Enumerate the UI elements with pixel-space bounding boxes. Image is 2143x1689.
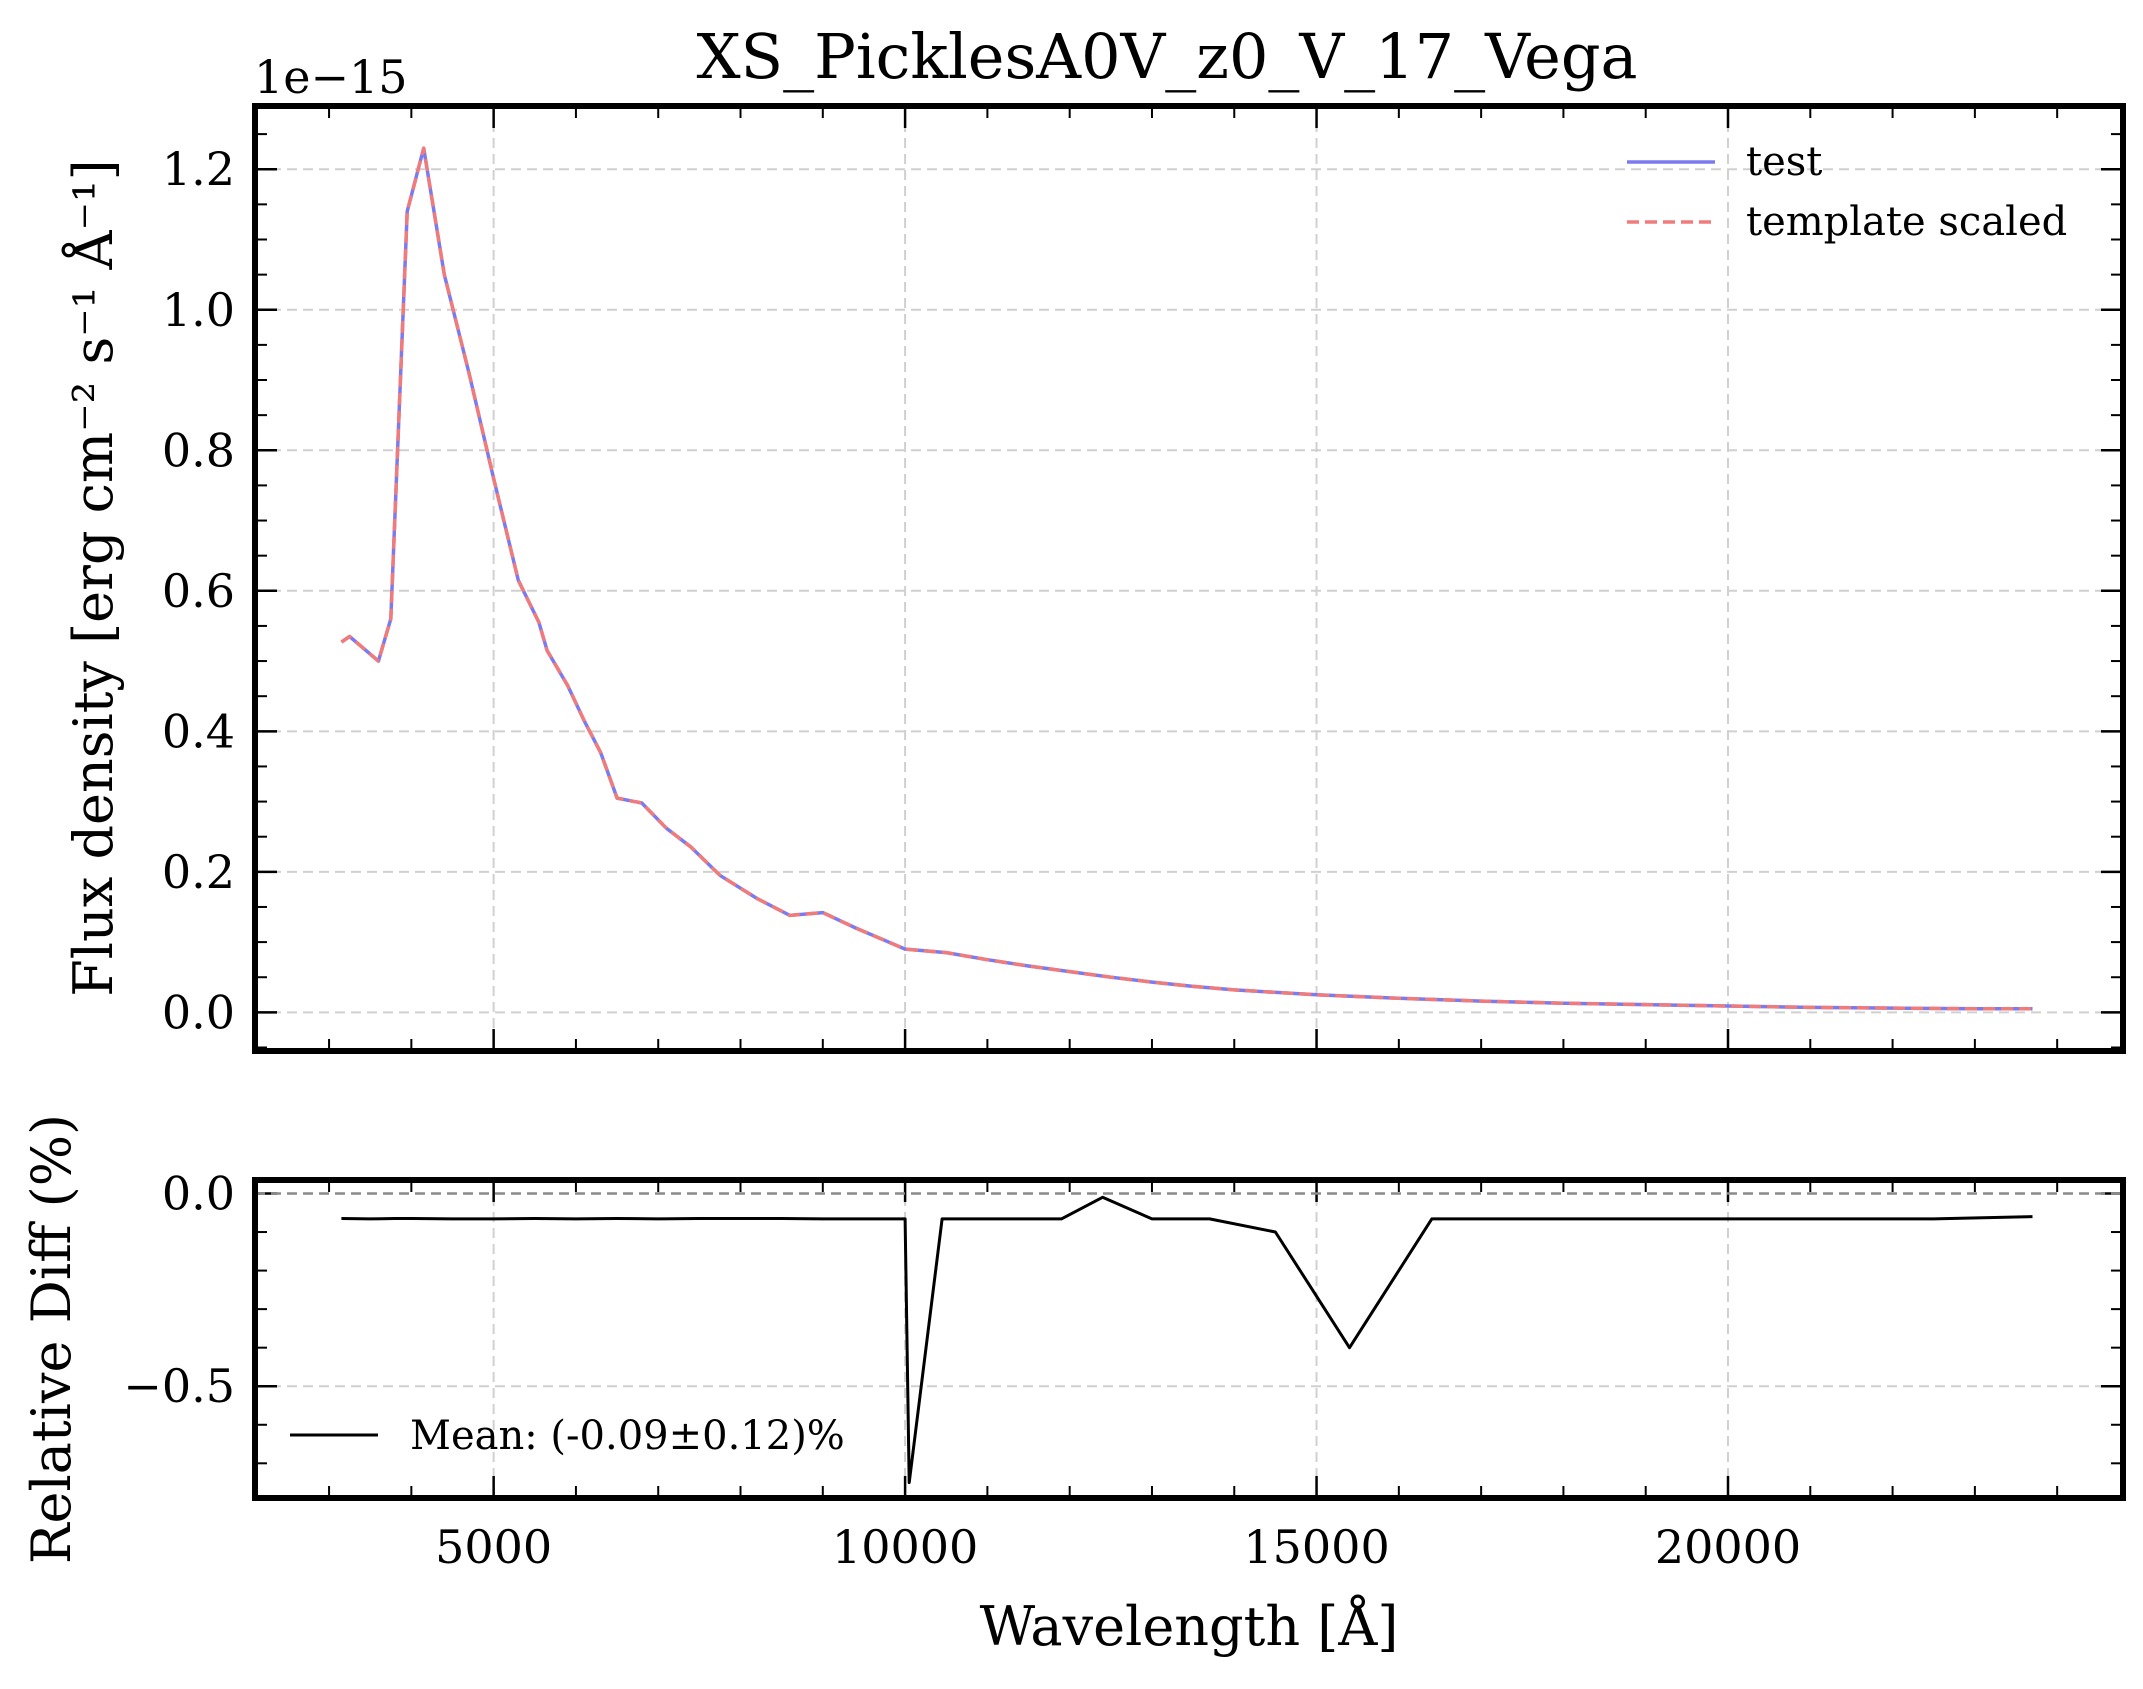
bottom-series [255, 1192, 2123, 1485]
top-plot-frame [252, 103, 2126, 1054]
top-y-axis-label: Flux density [erg cm⁻² s⁻¹ Å⁻¹] [60, 159, 125, 996]
top-y-tick-label: 0.2 [162, 845, 235, 899]
top-series-line-template-scaled [340, 146, 2033, 1011]
top-series [340, 146, 2033, 1011]
bottom-y-tick-label: −0.5 [123, 1359, 235, 1413]
legend-label-mean: Mean: (-0.09±0.12)% [410, 1413, 845, 1459]
bottom-ticks: 5000 10000 15000 20000 0.0 −0.5 [123, 1166, 2123, 1574]
bottom-x-tick-label: 20000 [1655, 1520, 1801, 1574]
top-y-tick-label: 0.0 [162, 985, 235, 1039]
top-grid [255, 106, 2123, 1051]
bottom-y-axis-label: Relative Diff (%) [20, 1114, 83, 1564]
bottom-x-tick-label: 5000 [435, 1520, 552, 1574]
x-axis-label: Wavelength [Å] [980, 1593, 1399, 1658]
y-offset-text: 1e−15 [254, 50, 408, 104]
bottom-plot-frame [252, 1177, 2126, 1501]
top-y-tick-label: 1.0 [162, 283, 235, 337]
top-y-tick-label: 1.2 [162, 142, 235, 196]
top-legend: test template scaled [1627, 139, 2067, 245]
top-y-tick-label: 0.6 [162, 564, 235, 618]
top-ticks: 0.0 0.2 0.4 0.6 0.8 1.0 1.2 [162, 106, 2123, 1051]
bottom-legend: Mean: (-0.09±0.12)% [290, 1413, 845, 1459]
top-y-tick-label: 0.8 [162, 423, 235, 477]
bottom-x-tick-label: 10000 [832, 1520, 978, 1574]
legend-label-test: test [1746, 139, 1822, 185]
bottom-y-tick-label: 0.0 [162, 1166, 235, 1220]
bottom-x-tick-label: 15000 [1243, 1520, 1389, 1574]
bottom-series-line-relative-diff [341, 1195, 2033, 1485]
top-y-tick-label: 0.4 [162, 704, 235, 758]
legend-label-template-scaled: template scaled [1746, 199, 2067, 245]
top-series-line-test [340, 146, 2033, 1011]
chart-title: XS_PicklesA0V_z0_V_17_Vega [697, 20, 1638, 93]
